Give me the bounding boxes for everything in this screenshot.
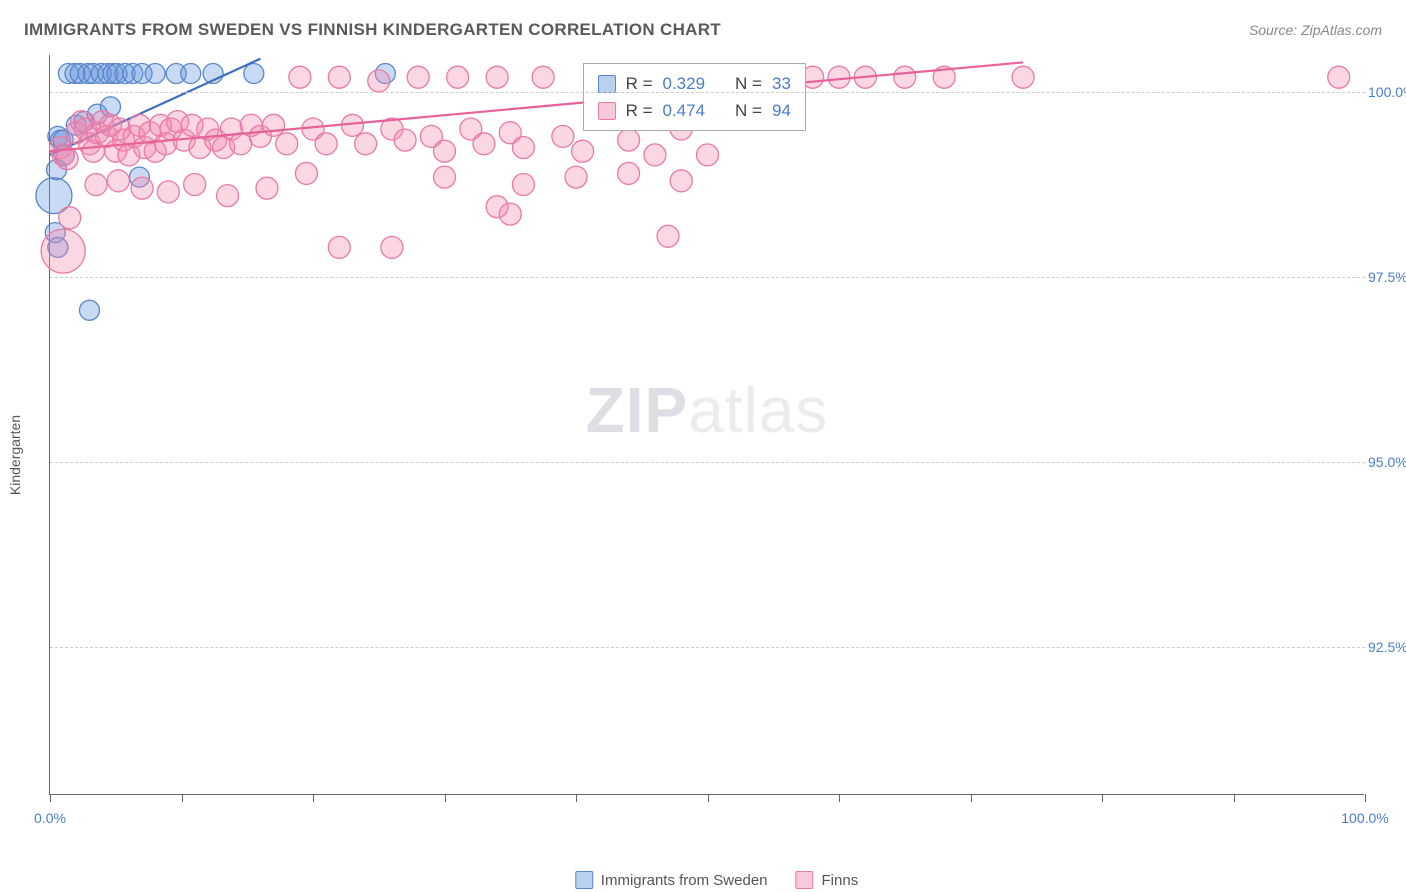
scatter-point: [328, 236, 350, 258]
x-tick: [313, 794, 314, 802]
x-tick-label: 0.0%: [34, 810, 66, 826]
scatter-point: [512, 137, 534, 159]
scatter-point: [107, 170, 129, 192]
scatter-point: [486, 66, 508, 88]
x-tick: [1234, 794, 1235, 802]
plot-svg: [50, 55, 1365, 795]
x-tick: [971, 794, 972, 802]
scatter-point: [499, 203, 521, 225]
chart-header: IMMIGRANTS FROM SWEDEN VS FINNISH KINDER…: [0, 0, 1406, 48]
scatter-point: [394, 129, 416, 151]
legend-swatch: [575, 871, 593, 889]
scatter-point: [289, 66, 311, 88]
scatter-point: [618, 162, 640, 184]
stats-n-label: N =: [735, 70, 762, 97]
scatter-point: [447, 66, 469, 88]
gridline-h: [50, 647, 1365, 648]
x-tick: [182, 794, 183, 802]
x-tick: [1365, 794, 1366, 802]
scatter-point: [1012, 66, 1034, 88]
gridline-h: [50, 92, 1365, 93]
legend-item: Immigrants from Sweden: [575, 871, 768, 889]
stats-r-label: R =: [626, 97, 653, 124]
scatter-point: [157, 181, 179, 203]
scatter-point: [381, 236, 403, 258]
scatter-point: [131, 177, 153, 199]
scatter-point: [184, 174, 206, 196]
x-tick: [576, 794, 577, 802]
legend-item: Finns: [796, 871, 859, 889]
scatter-point: [434, 140, 456, 162]
chart-container: Kindergarten ZIPatlas R = 0.329N = 33R =…: [49, 55, 1384, 855]
stats-swatch: [598, 75, 616, 93]
x-tick: [445, 794, 446, 802]
scatter-point: [263, 114, 285, 136]
scatter-point: [618, 129, 640, 151]
scatter-point: [894, 66, 916, 88]
stats-n-value: 94: [772, 97, 791, 124]
scatter-point: [670, 170, 692, 192]
stats-r-label: R =: [626, 70, 653, 97]
scatter-point: [1328, 66, 1350, 88]
plot-area: ZIPatlas R = 0.329N = 33R = 0.474N = 94 …: [49, 55, 1364, 795]
stats-row: R = 0.474 N = 94: [598, 97, 791, 124]
stats-r-value: 0.474: [663, 97, 706, 124]
scatter-point: [552, 125, 574, 147]
scatter-point: [79, 300, 99, 320]
scatter-point: [565, 166, 587, 188]
stats-n-value: 33: [772, 70, 791, 97]
y-tick-label: 97.5%: [1368, 269, 1406, 285]
scatter-point: [368, 70, 390, 92]
scatter-point: [315, 133, 337, 155]
scatter-point: [828, 66, 850, 88]
scatter-point: [644, 144, 666, 166]
legend-bottom: Immigrants from Sweden Finns: [575, 871, 858, 889]
scatter-point: [85, 174, 107, 196]
y-tick-label: 100.0%: [1368, 84, 1406, 100]
scatter-point: [434, 166, 456, 188]
scatter-point: [328, 66, 350, 88]
legend-label: Immigrants from Sweden: [601, 872, 768, 889]
x-tick: [839, 794, 840, 802]
scatter-point: [532, 66, 554, 88]
stats-row: R = 0.329 N = 33: [598, 70, 791, 97]
scatter-point: [181, 64, 201, 84]
stats-r-value: 0.329: [663, 70, 706, 97]
scatter-point: [145, 64, 165, 84]
legend-swatch: [796, 871, 814, 889]
scatter-point: [355, 133, 377, 155]
x-tick: [50, 794, 51, 802]
scatter-point: [512, 174, 534, 196]
stats-n-label: N =: [735, 97, 762, 124]
legend-label: Finns: [822, 872, 859, 889]
scatter-point: [244, 64, 264, 84]
scatter-point: [407, 66, 429, 88]
scatter-point: [657, 225, 679, 247]
stats-swatch: [598, 102, 616, 120]
x-tick: [1102, 794, 1103, 802]
scatter-point: [217, 185, 239, 207]
gridline-h: [50, 277, 1365, 278]
scatter-point: [256, 177, 278, 199]
scatter-point: [276, 133, 298, 155]
scatter-point: [473, 133, 495, 155]
chart-source: Source: ZipAtlas.com: [1249, 22, 1382, 38]
stats-legend-box: R = 0.329 N = 33 R = 0.474 N = 94: [583, 63, 806, 131]
gridline-h: [50, 462, 1365, 463]
x-tick: [708, 794, 709, 802]
scatter-point: [572, 140, 594, 162]
chart-title: IMMIGRANTS FROM SWEDEN VS FINNISH KINDER…: [24, 20, 721, 40]
scatter-point: [41, 229, 85, 273]
scatter-point: [295, 162, 317, 184]
y-axis-label: Kindergarten: [7, 415, 23, 495]
y-tick-label: 92.5%: [1368, 639, 1406, 655]
scatter-point: [59, 207, 81, 229]
y-tick-label: 95.0%: [1368, 454, 1406, 470]
scatter-point: [697, 144, 719, 166]
x-tick-label: 100.0%: [1341, 810, 1388, 826]
